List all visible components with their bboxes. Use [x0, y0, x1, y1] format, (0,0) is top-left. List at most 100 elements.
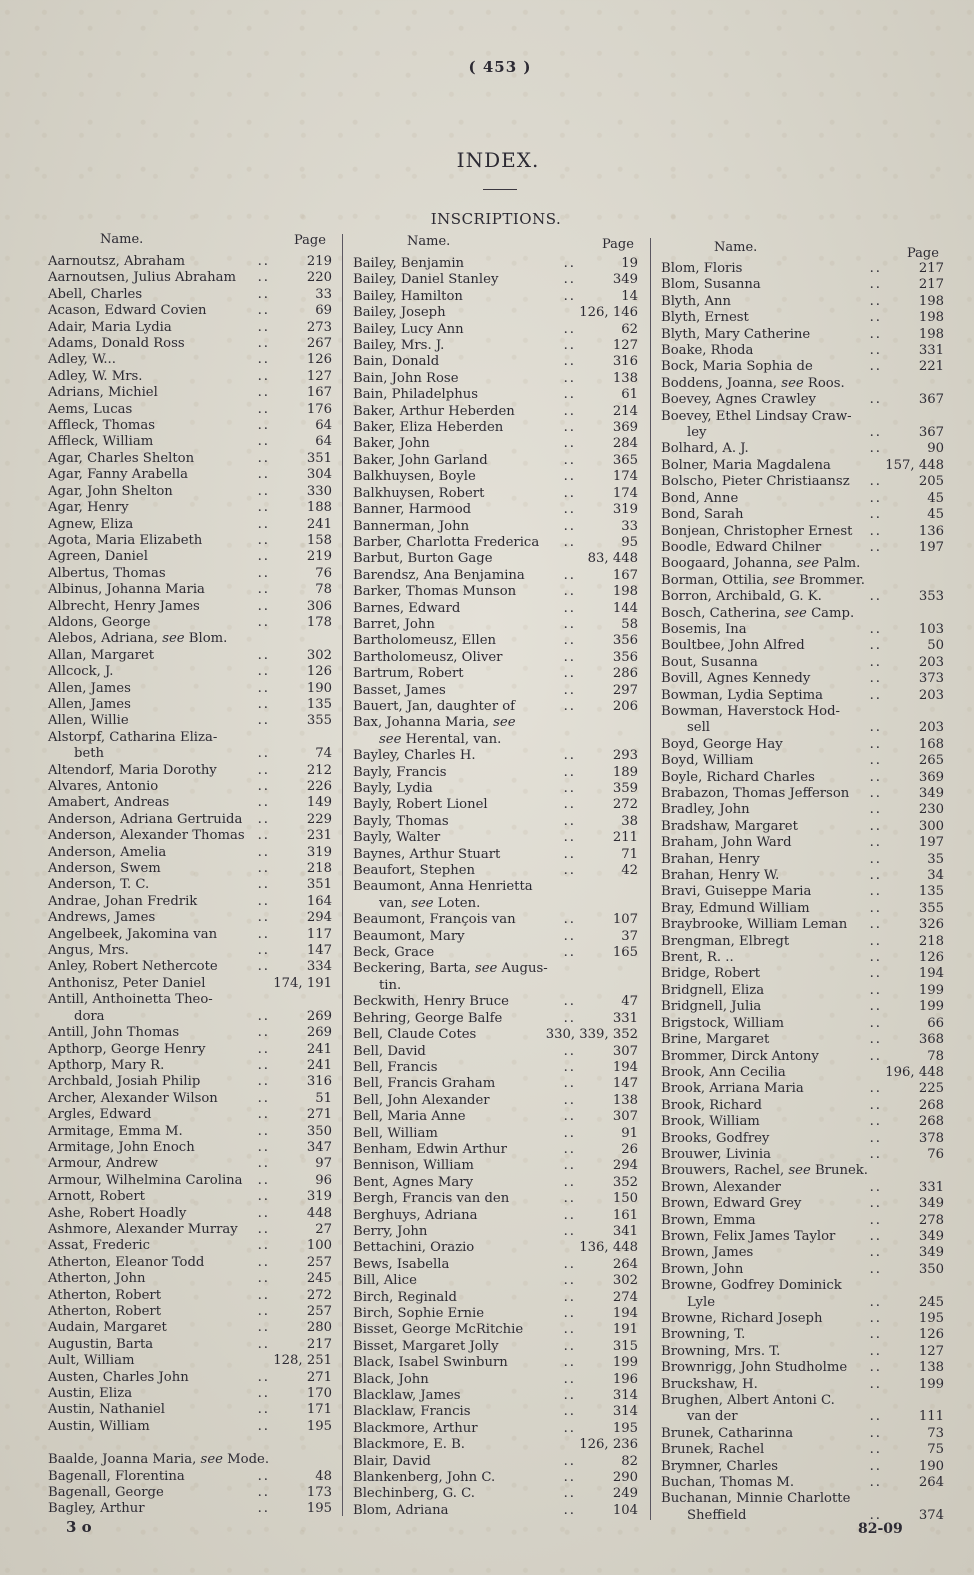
leader-dots: [258, 1058, 270, 1074]
leader-dots: [870, 1098, 882, 1114]
entry-page: 349: [918, 786, 944, 801]
index-entry: Brigstock, William 66: [661, 1016, 944, 1032]
entry-page: 19: [621, 256, 638, 271]
entry-name: Brown, Felix James Taylor: [661, 1228, 836, 1244]
entry-name: Brook, William: [661, 1114, 760, 1130]
entry-page: 45: [927, 507, 944, 523]
see-reference: Roos.: [807, 375, 845, 391]
entry-page: 76: [927, 1146, 944, 1162]
entry-name: Aarnoutsz, Abraham: [48, 254, 186, 269]
entry-page: 211: [612, 830, 638, 846]
entry-name: Atherton, Eleanor Todd: [48, 1254, 205, 1270]
leader-dots: [870, 1131, 882, 1147]
index-entry: Bartrum, Robert 286: [353, 666, 638, 682]
leader-dots: [258, 1238, 270, 1254]
entry-page: 225: [918, 1081, 944, 1097]
see-label: see: [784, 605, 807, 621]
index-entry: Bailey, Benjamin 19: [353, 256, 638, 272]
entry-page: 107: [612, 912, 638, 928]
entry-name: Aems, Lucas: [48, 401, 133, 417]
entry-name: Beck, Grace: [353, 945, 435, 961]
entry-page: 138: [612, 370, 638, 386]
entry-name: Browning, T.: [661, 1327, 746, 1343]
entry-name: Blyth, Ernest: [661, 310, 749, 326]
index-entry: Bolscho, Pieter Christiaansz 205: [661, 474, 944, 490]
index-entry: Bridgnell, Julia 199: [661, 999, 944, 1015]
entry-page: 341: [612, 1223, 638, 1239]
entry-name: Berry, John: [353, 1223, 428, 1239]
index-entry: Agar, Charles Shelton 351: [48, 451, 332, 467]
entry-page: 231: [306, 828, 332, 844]
leader-dots: [564, 338, 576, 354]
index-entry: Banner, Harmood 319: [353, 502, 638, 518]
index-entry: Agreen, Daniel 219: [48, 549, 332, 565]
leader-dots: [870, 688, 882, 704]
index-entry: Blyth, Ann 198: [661, 294, 944, 310]
leader-dots: [564, 765, 576, 781]
leader-dots: [564, 272, 576, 288]
index-entry: Bailey, Mrs. J. 127: [353, 338, 638, 354]
entry-page: 45: [927, 490, 944, 506]
entry-name: Bax, Johanna Maria,: [353, 715, 489, 731]
entry-page: 245: [306, 1271, 332, 1287]
entry-name: Brouwer, Livinia: [661, 1146, 771, 1162]
entry-page: 38: [621, 813, 638, 829]
index-entry: Birch, Reginald 274: [353, 1290, 638, 1306]
entry-page: 97: [315, 1156, 332, 1172]
leader-dots: [564, 1355, 576, 1371]
index-entry: Anthonisz, Peter Daniel 174, 191: [48, 976, 332, 992]
leader-dots: [870, 934, 882, 950]
entry-name: Brahan, Henry W.: [661, 868, 780, 884]
index-entry: Bell, Claude Cotes 330, 339, 352: [353, 1027, 638, 1043]
index-entry: Albertus, Thomas 76: [48, 566, 332, 582]
entry-name: Bennison, William: [353, 1158, 474, 1174]
entry-page: 147: [612, 1076, 638, 1092]
entry-page: 353: [918, 589, 944, 605]
entry-page: 167: [612, 567, 638, 583]
leader-dots: [564, 1454, 576, 1470]
entry-continuation: see Herental, van.: [353, 732, 638, 748]
index-entry: Barber, Charlotta Frederica 95: [353, 535, 638, 551]
entry-continuation: van, see Loten.: [353, 896, 638, 912]
index-entry: Alebos, Adriana, see Blom.: [48, 631, 332, 647]
entry-page: 194: [918, 966, 944, 982]
entry-page: 284: [612, 436, 638, 452]
leader-dots: [564, 912, 576, 928]
index-entry: Bax, Johanna Maria, see see Herental, van…: [353, 715, 638, 748]
entry-name: Bagenall, Florentina: [48, 1468, 185, 1484]
entry-page: 147: [306, 943, 332, 959]
see-label: see: [796, 556, 820, 572]
entry-page: 58: [621, 616, 638, 632]
entry-name: Agar, John Shelton: [48, 483, 173, 499]
index-entry: Baker, John 284: [353, 436, 638, 452]
leader-dots: [564, 1388, 576, 1404]
index-entry: Beaumont, François van 107: [353, 912, 638, 928]
entry-name: Boddens, Joanna,: [661, 375, 778, 391]
leader-dots: [870, 983, 882, 999]
index-entry: Allan, Margaret 302: [48, 648, 332, 664]
leader-dots: [870, 917, 882, 933]
entry-page: 149: [306, 795, 332, 811]
entry-name: Allen, Willie: [48, 713, 129, 729]
entry-name: Ashe, Robert Hoadly: [48, 1205, 187, 1221]
index-entry: Anderson, T. C. 351: [48, 877, 332, 893]
entry-name: Apthorp, Mary R.: [48, 1057, 165, 1073]
entry-name: Brymner, Charles: [661, 1458, 779, 1474]
leader-dots: [258, 1469, 270, 1485]
index-entry: Bartholomeusz, Ellen 356: [353, 633, 638, 649]
leader-dots: [564, 1404, 576, 1420]
leader-dots: [564, 1421, 576, 1437]
entry-page: 138: [918, 1360, 944, 1376]
entry-name: Bell, John Alexander: [353, 1092, 490, 1108]
entry-page: 26: [621, 1141, 638, 1157]
entry-name: Bain, Donald: [353, 354, 440, 370]
index-entry: Antill, John Thomas 269: [48, 1025, 332, 1041]
entry-page: 198: [918, 293, 944, 309]
entry-name: Beaufort, Stephen: [353, 863, 476, 879]
leader-dots: [870, 327, 882, 343]
leader-dots: [870, 1377, 882, 1393]
leader-dots: [564, 814, 576, 830]
leader-dots: [258, 434, 270, 450]
entry-name: Angus, Mrs.: [48, 943, 129, 959]
index-entry: Blyth, Ernest 198: [661, 310, 944, 326]
